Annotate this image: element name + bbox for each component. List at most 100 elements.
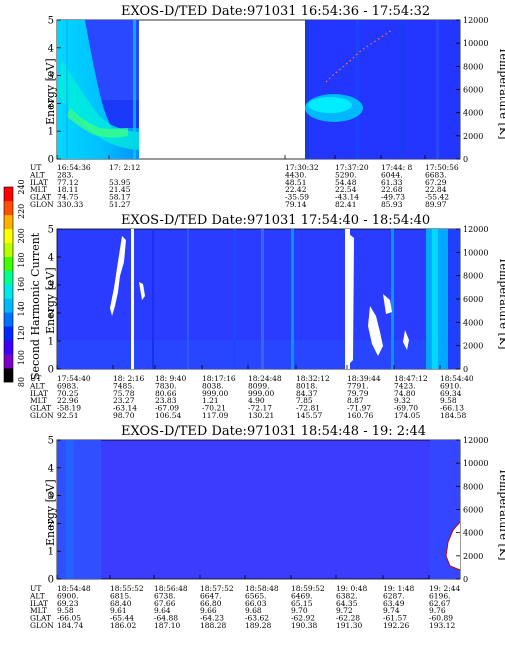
colorbar-cell: [4, 187, 13, 202]
y2-tick-label: 0: [463, 365, 468, 374]
orbit-value: 23.27: [113, 396, 135, 405]
orbit-value: 7423.: [394, 381, 415, 390]
orbit-value: 23.83: [155, 396, 177, 405]
orbit-row-label: ALT: [29, 170, 45, 179]
y-tick-label: 4: [48, 43, 54, 54]
orbit-value: 64.35: [336, 599, 358, 608]
panel-2-stripe-c: [187, 229, 189, 369]
orbit-value: -60.89: [429, 614, 453, 623]
orbit-value: 160.76: [347, 411, 373, 420]
colorbar-tick-label: 140: [17, 301, 26, 316]
orbit-value: 18:59:52: [291, 584, 325, 593]
orbit-value: 19: 2:44: [429, 584, 461, 593]
y-tick-label: 5: [48, 16, 54, 27]
y2-tick-label: 0: [463, 575, 468, 584]
orbit-value: 186.02: [110, 621, 136, 630]
orbit-value: 7830.: [155, 381, 176, 390]
colorbar-cell: [4, 326, 13, 341]
orbit-value: 6900.: [57, 591, 78, 600]
colorbar-cell: [4, 242, 13, 257]
orbit-value: 22.84: [425, 185, 447, 194]
orbit-value: 9.66: [200, 606, 217, 615]
orbit-value: 67.66: [154, 599, 176, 608]
orbit-value: 184.74: [57, 621, 83, 630]
y2-tick-label: 4000: [463, 318, 483, 327]
panel-3-gap-edge: [445, 521, 461, 571]
orbit-row-label: GLON: [30, 621, 54, 630]
orbit-value: 98.70: [113, 411, 135, 420]
orbit-value: 9.74: [383, 606, 400, 615]
panel-2-stripe-h: [391, 229, 394, 369]
panel-2-gap-f: [403, 330, 409, 350]
panel-3: EXOS-D/TED Date:971031 18:54:48 - 19: 2:…: [29, 424, 505, 630]
y-tick-label: 5: [48, 225, 54, 236]
orbit-value: 1.21: [202, 396, 219, 405]
colorbar-cell: [4, 354, 13, 369]
orbit-value: 9.64: [154, 606, 171, 615]
orbit-value: -43.14: [335, 193, 359, 202]
y-tick-label: 1: [48, 337, 54, 348]
orbit-value: 5290.: [335, 170, 356, 179]
y-tick-label: 0: [48, 575, 54, 586]
orbit-value: 4430.: [285, 170, 306, 179]
orbit-value: 18:32:12: [296, 374, 330, 383]
colorbar-tick-label: 240: [17, 179, 26, 194]
colorbar: 80 100 120 140 160 180 200 220 240 Second Harmon…: [3, 179, 42, 387]
orbit-value: 58.17: [109, 193, 131, 202]
panel-1-stripe-d: [356, 20, 359, 159]
panel-2-stripe-d: [233, 229, 236, 369]
orbit-value: 79.14: [285, 200, 307, 209]
orbit-value: 74.80: [394, 389, 416, 398]
y2-tick-label: 12000: [463, 436, 488, 445]
colorbar-tick-label: 80: [17, 377, 26, 387]
orbit-value: 6044.: [381, 170, 402, 179]
orbit-row-label: ALT: [29, 381, 45, 390]
panel-2-title: EXOS-D/TED Date:971031 17:54:40 - 18:54:…: [121, 213, 430, 228]
orbit-value: 18:17:16: [202, 374, 236, 383]
panel-1-stripe-f: [436, 20, 439, 159]
orbit-value: 17: 2:12: [109, 163, 141, 172]
orbit-value: 6683.: [425, 170, 446, 179]
y2-tick-label: 2000: [463, 132, 483, 141]
panel-2-gap-b: [139, 282, 145, 300]
orbit-value: -71.97: [347, 404, 371, 413]
orbit-value: 999.00: [202, 389, 228, 398]
orbit-value: 9.58: [440, 396, 457, 405]
panel-1-stripe-c: [305, 20, 309, 159]
colorbar-cell: [4, 340, 13, 355]
orbit-value: 89.97: [425, 200, 447, 209]
orbit-value: 66.80: [200, 599, 222, 608]
colorbar-cell: [4, 228, 13, 244]
orbit-value: 61.33: [381, 178, 403, 187]
panel-2: EXOS-D/TED Date:971031 17:54:40 - 18:54:…: [29, 213, 505, 420]
orbit-value: 9.61: [110, 606, 127, 615]
orbit-value: 6910.: [440, 381, 461, 390]
orbit-value: 18: 2:16: [113, 374, 145, 383]
orbit-value: 189.28: [245, 621, 271, 630]
y-tick-label: 2: [48, 309, 54, 320]
orbit-value: -67.09: [155, 404, 179, 413]
orbit-value: 9.70: [291, 606, 308, 615]
orbit-value: -72.81: [296, 404, 320, 413]
y-tick-label: 3: [48, 281, 54, 292]
orbit-value: 18:24:48: [248, 374, 282, 383]
colorbar-tick-label: 160: [17, 277, 26, 292]
orbit-row-label: GLON: [30, 411, 54, 420]
orbit-value: 22.42: [285, 185, 307, 194]
orbit-value: 18:56:48: [154, 584, 188, 593]
orbit-value: -70.21: [202, 404, 226, 413]
orbit-row-label: ILAT: [30, 599, 48, 608]
y2-tick-label: 6000: [463, 506, 483, 515]
y2-tick-label: 12000: [463, 16, 488, 25]
y2-tick-label: 2000: [463, 342, 483, 351]
y-tick-label: 1: [48, 127, 54, 138]
panel-2-stripe-a: [131, 229, 134, 369]
colorbar-cell: [4, 312, 13, 327]
orbit-value: -49.73: [381, 193, 405, 202]
orbit-value: 8018.: [296, 381, 317, 390]
orbit-value: 22.96: [57, 396, 79, 405]
colorbar-frame: [3, 186, 14, 383]
orbit-value: 130.21: [248, 411, 274, 420]
colorbar-cell: [4, 214, 13, 230]
y2-tick-label: 4000: [463, 109, 483, 118]
